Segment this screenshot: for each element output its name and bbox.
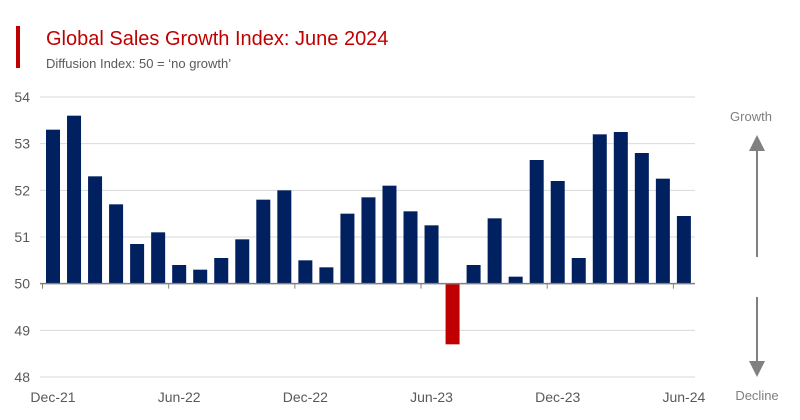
x-tick-label: Jun-24 [662,389,705,405]
x-tick-label: Jun-23 [410,389,453,405]
bar [319,267,334,284]
x-tick-label: Dec-22 [283,389,328,405]
bar [340,213,355,284]
y-tick-label: 54 [14,89,30,105]
bar [67,115,82,284]
bar [298,260,313,284]
x-tick-label: Dec-23 [535,389,580,405]
x-tick-label: Jun-22 [158,389,201,405]
bar [634,153,649,284]
bar [592,134,607,284]
bar [529,160,544,284]
y-tick-label: 49 [14,322,30,338]
growth-label: Growth [730,109,772,124]
x-tick-label: Dec-21 [30,389,75,405]
y-tick-label: 53 [14,136,30,152]
bar [571,258,586,284]
y-tick-label: 50 [14,276,30,292]
bar [508,276,523,284]
bar [466,265,481,284]
bar [235,239,250,284]
bar [424,225,439,284]
decline-label: Decline [735,388,778,403]
y-tick-label: 48 [14,369,30,385]
bar [46,129,60,284]
bar [277,190,292,284]
bar [613,132,628,284]
y-tick-label: 51 [14,229,30,245]
bar [172,265,187,284]
bar [361,197,376,284]
chart-title: Global Sales Growth Index: June 2024 [46,28,389,50]
bar [151,232,166,284]
chart-subtitle: Diffusion Index: 50 = ‘no growth’ [46,56,232,71]
bar [130,244,145,284]
bar [550,181,565,284]
bar [214,258,229,284]
bar [256,199,271,284]
bar [382,185,397,284]
bar [487,218,502,284]
bar [193,269,208,284]
bar [676,216,691,284]
bar [655,178,670,284]
bar [109,204,124,284]
bar [88,176,103,284]
bar [445,283,460,345]
y-tick-label: 52 [14,182,30,198]
title-accent-bar [16,26,20,68]
bar [403,211,418,284]
